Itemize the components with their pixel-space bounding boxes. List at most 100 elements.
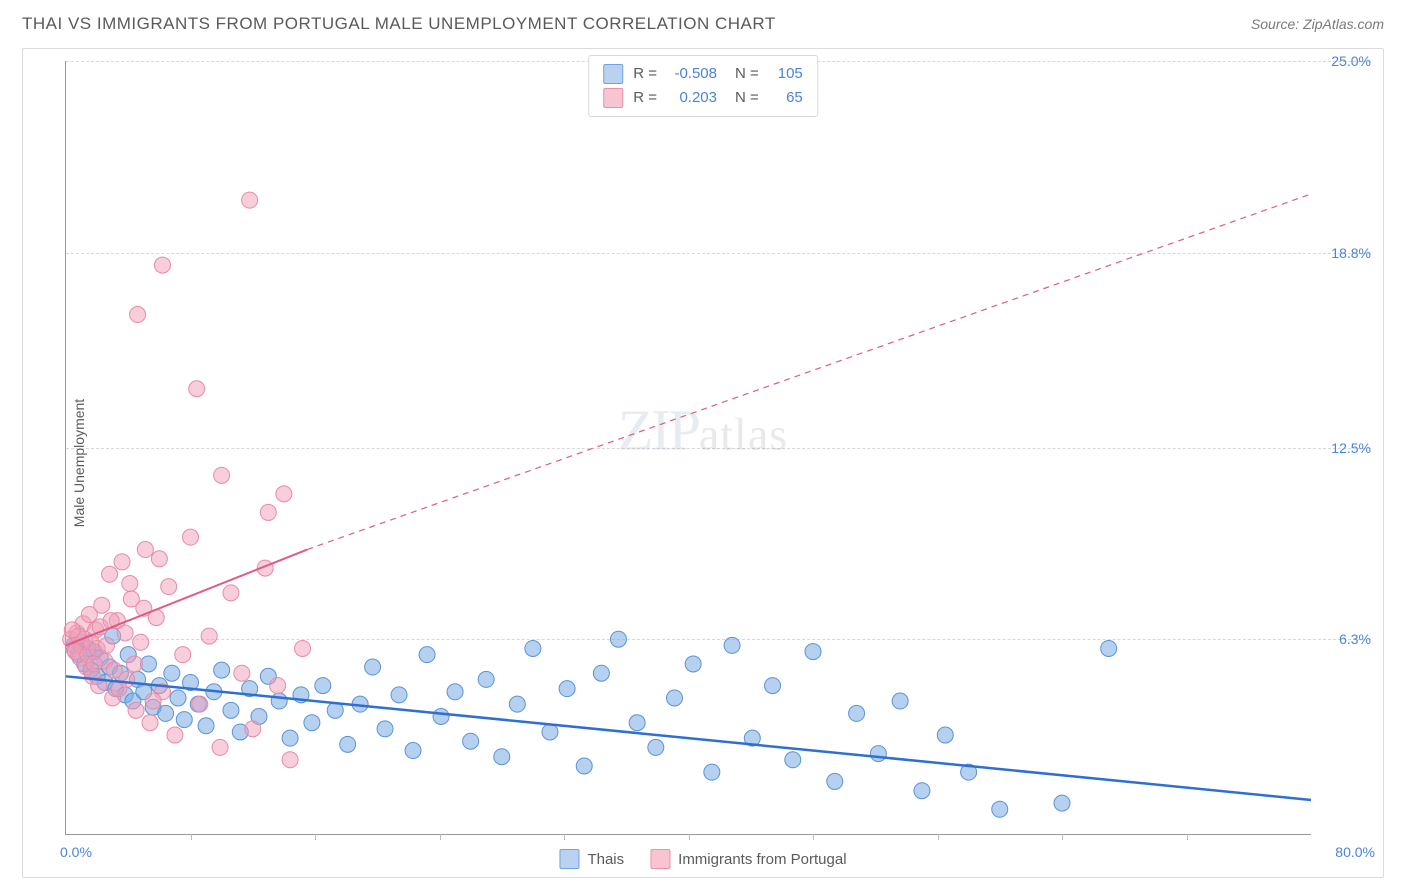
data-point-thais: [176, 712, 192, 728]
data-point-portugal: [201, 628, 217, 644]
legend-swatch: [603, 88, 623, 108]
data-point-portugal: [295, 640, 311, 656]
data-point-portugal: [212, 739, 228, 755]
legend-n-value: 65: [769, 86, 803, 110]
data-point-thais: [827, 773, 843, 789]
data-point-portugal: [117, 625, 133, 641]
data-point-portugal: [214, 467, 230, 483]
data-point-thais: [391, 687, 407, 703]
plot-area: 0.0% 80.0% 6.3%12.5%18.8%25.0%: [65, 61, 1311, 835]
data-point-thais: [340, 736, 356, 752]
x-axis-origin-label: 0.0%: [60, 844, 92, 860]
y-tick-label: 18.8%: [1331, 245, 1371, 261]
scatter-svg: [66, 61, 1311, 834]
data-point-thais: [282, 730, 298, 746]
data-point-portugal: [128, 702, 144, 718]
legend-label: Thais: [587, 851, 624, 868]
legend-row: R = 0.203 N = 65: [603, 86, 803, 110]
data-point-thais: [576, 758, 592, 774]
data-point-thais: [765, 678, 781, 694]
data-point-thais: [405, 743, 421, 759]
x-tick: [1062, 834, 1063, 840]
data-point-portugal: [122, 576, 138, 592]
data-point-thais: [559, 681, 575, 697]
data-point-portugal: [106, 662, 122, 678]
legend-r-label: R =: [633, 86, 657, 110]
data-point-thais: [892, 693, 908, 709]
data-point-thais: [214, 662, 230, 678]
legend-r-label: R =: [633, 62, 657, 86]
data-point-portugal: [167, 727, 183, 743]
x-tick: [1187, 834, 1188, 840]
data-point-thais: [509, 696, 525, 712]
data-point-portugal: [223, 585, 239, 601]
data-point-portugal: [245, 721, 261, 737]
data-point-portugal: [142, 715, 158, 731]
data-point-thais: [525, 640, 541, 656]
data-point-portugal: [175, 647, 191, 663]
source-attribution: Source: ZipAtlas.com: [1251, 16, 1384, 32]
data-point-thais: [593, 665, 609, 681]
data-point-portugal: [242, 192, 258, 208]
legend-n-label: N =: [735, 86, 759, 110]
data-point-thais: [271, 693, 287, 709]
trendline-thais: [66, 676, 1311, 800]
data-point-portugal: [133, 634, 149, 650]
x-tick: [813, 834, 814, 840]
data-point-thais: [610, 631, 626, 647]
legend-swatch: [603, 64, 623, 84]
data-point-portugal: [192, 696, 208, 712]
data-point-portugal: [234, 665, 250, 681]
data-point-portugal: [102, 566, 118, 582]
data-point-thais: [158, 705, 174, 721]
legend-row: R =-0.508N =105: [603, 62, 803, 86]
data-point-portugal: [137, 542, 153, 558]
x-axis-end-label: 80.0%: [1335, 844, 1375, 860]
x-tick: [440, 834, 441, 840]
data-point-portugal: [130, 307, 146, 323]
data-point-thais: [704, 764, 720, 780]
data-point-thais: [198, 718, 214, 734]
legend-swatch: [650, 849, 670, 869]
y-tick-label: 12.5%: [1331, 440, 1371, 456]
data-point-portugal: [282, 752, 298, 768]
correlation-legend: R =-0.508N =105R = 0.203 N = 65: [588, 55, 818, 117]
data-point-thais: [648, 739, 664, 755]
data-point-portugal: [94, 597, 110, 613]
chart-container: Male Unemployment R =-0.508N =105R =0.20…: [22, 48, 1384, 878]
data-point-portugal: [145, 693, 161, 709]
data-point-portugal: [276, 486, 292, 502]
data-point-thais: [433, 709, 449, 725]
data-point-portugal: [183, 529, 199, 545]
legend-swatch: [559, 849, 579, 869]
data-point-portugal: [154, 257, 170, 273]
legend-r-value: 0.203: [667, 86, 717, 110]
data-point-thais: [419, 647, 435, 663]
data-point-thais: [849, 705, 865, 721]
data-point-thais: [992, 801, 1008, 817]
legend-item: Thais: [559, 849, 624, 869]
data-point-thais: [170, 690, 186, 706]
legend-label: Immigrants from Portugal: [678, 851, 846, 868]
data-point-portugal: [126, 656, 142, 672]
data-point-thais: [365, 659, 381, 675]
data-point-thais: [494, 749, 510, 765]
data-point-thais: [1054, 795, 1070, 811]
data-point-thais: [478, 671, 494, 687]
legend-item: Immigrants from Portugal: [650, 849, 846, 869]
x-tick: [938, 834, 939, 840]
data-point-thais: [937, 727, 953, 743]
data-point-thais: [724, 637, 740, 653]
series-legend: Thais Immigrants from Portugal: [559, 849, 846, 869]
data-point-thais: [805, 644, 821, 660]
data-point-thais: [223, 702, 239, 718]
data-point-portugal: [151, 551, 167, 567]
chart-title: THAI VS IMMIGRANTS FROM PORTUGAL MALE UN…: [22, 14, 776, 34]
trendline-portugal-dashed: [307, 194, 1311, 550]
x-tick: [564, 834, 565, 840]
data-point-thais: [629, 715, 645, 731]
data-point-thais: [685, 656, 701, 672]
data-point-thais: [463, 733, 479, 749]
data-point-portugal: [260, 504, 276, 520]
data-point-portugal: [189, 381, 205, 397]
